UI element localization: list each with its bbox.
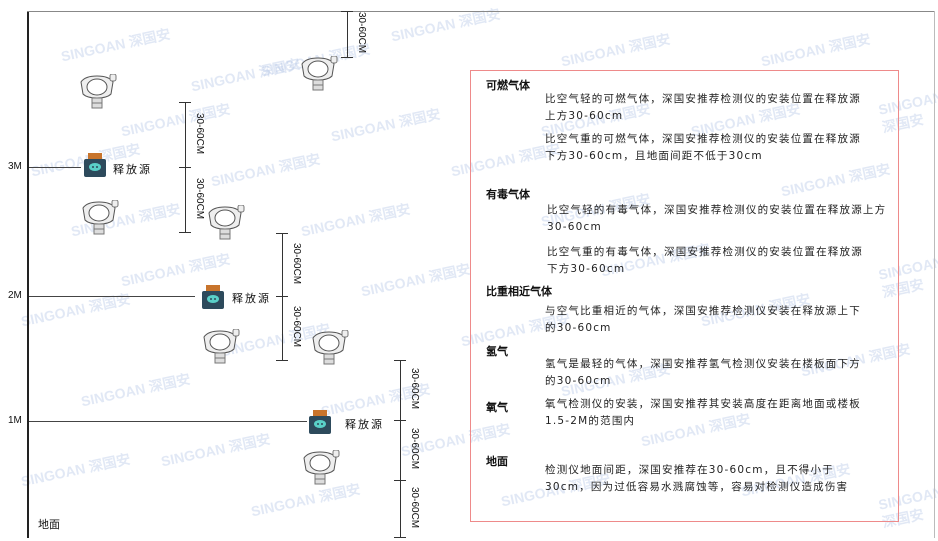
dimension-label: 30-60CM bbox=[409, 428, 420, 470]
watermark-logo: SINGOAN 深国安 bbox=[189, 55, 302, 95]
gas-detector-icon bbox=[300, 449, 340, 486]
watermark-logo: SINGOAN 深国安 bbox=[559, 30, 672, 70]
toxic-light: 比空气轻的有毒气体，深国安推荐检测仪的安装位置在释放源上方30-60cm bbox=[547, 204, 887, 233]
ground-label: 地面 bbox=[38, 519, 60, 531]
dimension-label: 30-60CM bbox=[356, 12, 367, 54]
dimension-line bbox=[282, 233, 283, 296]
dimension-tick bbox=[276, 360, 288, 361]
dimension-tick bbox=[394, 480, 406, 481]
level-3m-line bbox=[29, 167, 81, 168]
combustible-light: 比空气轻的可燃气体，深国安推荐检测仪的安装位置在释放源上方30-60cm bbox=[545, 93, 861, 122]
ground-title: 地面 bbox=[486, 455, 508, 468]
dimension-label: 30-60CM bbox=[194, 112, 205, 154]
hydrogen-text: 氢气是最轻的气体，深国安推荐氢气检测仪安装在楼板面下方的30-60cm bbox=[545, 358, 861, 387]
guide-panel: 可燃气体 比空气轻的可燃气体，深国安推荐检测仪的安装位置在释放源上方30-60c… bbox=[470, 70, 899, 522]
dimension-tick bbox=[179, 167, 191, 168]
gas-detector-icon bbox=[309, 329, 349, 366]
gas-detector-icon bbox=[77, 73, 117, 110]
gas-detector-icon bbox=[200, 328, 240, 365]
dimension-label: 30-60CM bbox=[291, 306, 302, 348]
level-2m-line bbox=[29, 296, 195, 297]
gas-source-label: 释放源 bbox=[113, 163, 152, 176]
dimension-tick bbox=[179, 232, 191, 233]
dimension-line bbox=[185, 167, 186, 232]
dimension-tick bbox=[341, 57, 353, 58]
dimension-label: 30-60CM bbox=[409, 486, 420, 528]
wall-line bbox=[27, 11, 29, 538]
dimension-label: 30-60CM bbox=[291, 242, 302, 284]
dimension-tick bbox=[394, 360, 406, 361]
dimension-tick bbox=[276, 296, 288, 297]
dimension-line bbox=[185, 102, 186, 167]
gas-source-icon bbox=[307, 410, 333, 434]
dimension-line bbox=[347, 11, 348, 57]
watermark-logo: SINGOAN 深国安 bbox=[59, 25, 172, 65]
oxygen-text: 氧气检测仪的安装，深国安推荐其安装高度在距离地面或楼板1.5-2M的范围内 bbox=[545, 398, 861, 427]
gas-source-label: 释放源 bbox=[232, 292, 271, 305]
watermark-logo: SINGOAN 深国安 bbox=[19, 450, 132, 490]
dimension-label: 30-60CM bbox=[409, 368, 420, 410]
gas-source-icon bbox=[200, 285, 226, 309]
dimension-line bbox=[400, 480, 401, 537]
ceiling-line bbox=[27, 11, 935, 12]
oxygen-title: 氧气 bbox=[486, 401, 508, 414]
dimension-tick bbox=[276, 233, 288, 234]
gas-detector-icon bbox=[79, 199, 119, 236]
level-1m-line bbox=[29, 421, 307, 422]
combustible-title: 可燃气体 bbox=[486, 79, 530, 92]
right-line bbox=[934, 11, 935, 538]
dimension-label: 30-60CM bbox=[194, 177, 205, 219]
watermark-logo: SINGOAN 深国安 bbox=[299, 200, 412, 240]
level-3m: 3M bbox=[8, 161, 22, 172]
dimension-line bbox=[400, 420, 401, 480]
gas-detector-icon bbox=[205, 204, 245, 241]
similar-text: 与空气比重相近的气体，深国安推荐检测仪安装在释放源上下的30-60cm bbox=[545, 305, 861, 334]
watermark-logo: SINGOAN 深国安 bbox=[209, 150, 322, 190]
dimension-line bbox=[400, 360, 401, 420]
gas-detector-icon bbox=[298, 55, 338, 92]
watermark-logo: SINGOAN 深国安 bbox=[159, 430, 272, 470]
gas-source-label: 释放源 bbox=[345, 418, 384, 431]
ground-text: 检测仪地面间距，深国安推荐在30-60cm，且不得小于30cm，因为过低容易水溅… bbox=[545, 464, 849, 493]
dimension-tick bbox=[341, 11, 353, 12]
level-1m: 1M bbox=[8, 415, 22, 426]
dimension-tick bbox=[394, 420, 406, 421]
watermark-logo: SINGOAN 深国安 bbox=[119, 100, 232, 140]
watermark-logo: SINGOAN 深国安 bbox=[329, 105, 442, 145]
dimension-tick bbox=[394, 537, 406, 538]
hydrogen-title: 氢气 bbox=[486, 345, 508, 358]
watermark-logo: SINGOAN 深国安 bbox=[79, 370, 192, 410]
toxic-heavy: 比空气重的有毒气体，深国安推荐检测仪的安装位置在释放源下方30-60cm bbox=[547, 246, 863, 275]
dimension-tick bbox=[179, 102, 191, 103]
level-2m: 2M bbox=[8, 290, 22, 301]
watermark-logo: SINGOAN 深国安 bbox=[759, 30, 872, 70]
combustible-heavy: 比空气重的可燃气体，深国安推荐检测仪的安装位置在释放源下方30-60cm，且地面… bbox=[545, 133, 861, 162]
similar-title: 比重相近气体 bbox=[486, 285, 552, 298]
watermark-logo: SINGOAN 深国安 bbox=[359, 260, 472, 300]
gas-source-icon bbox=[82, 153, 108, 177]
toxic-title: 有毒气体 bbox=[486, 188, 530, 201]
dimension-line bbox=[282, 296, 283, 360]
